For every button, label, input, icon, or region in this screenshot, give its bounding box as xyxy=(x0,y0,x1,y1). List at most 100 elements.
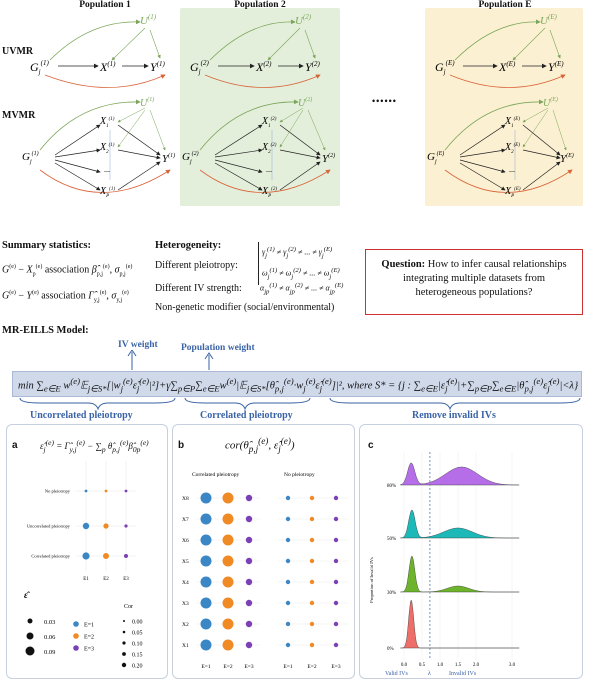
panel-b-dot-right xyxy=(333,579,339,585)
panel-a-color-dot xyxy=(73,633,79,639)
panel-a-size-dot xyxy=(27,618,33,624)
panel-b-dot-right xyxy=(309,579,315,585)
heterogeneity-ivstrength: Different IV strength: xyxy=(155,283,242,294)
weight-arrows xyxy=(127,350,214,370)
svg-text:...: ... xyxy=(104,165,110,174)
uvmr-dag-1: Gj(1) X(1) Y(1) U(1) xyxy=(30,13,166,88)
svg-text:X2(E): X2(E) xyxy=(504,142,520,155)
svg-text:Y(1): Y(1) xyxy=(162,152,175,165)
panel-c-tick: 1.0 xyxy=(437,663,444,668)
panel-b-dot-right xyxy=(309,600,315,606)
panel-b-dot-right xyxy=(309,642,315,648)
svg-text:X(1): X(1) xyxy=(99,60,116,74)
panel-b-row-label: X5 xyxy=(182,559,189,565)
panel-a-size-label: 0.03 xyxy=(44,619,55,626)
panel-b-dot-right xyxy=(285,642,291,648)
svg-text:U(1): U(1) xyxy=(140,96,154,109)
panel-c-lambda: λ xyxy=(428,671,431,677)
svg-text:Gj(1): Gj(1) xyxy=(22,150,39,165)
panel-a-color-dot xyxy=(73,621,79,627)
panel-c-ylabel: Proportion of Invalid IVs xyxy=(369,557,374,603)
model-title: MR-EILLS Model: xyxy=(2,325,89,336)
panel-a-dot xyxy=(124,489,128,493)
panel-c-letter: c xyxy=(368,440,374,451)
panel-c-plot: 80% 50% 30% 0% 0.0 0.5 1.0 1.5 2.0 3.0 Proportion … xyxy=(369,452,520,677)
panel-a-col-label: E1 xyxy=(83,577,89,582)
svg-text:X1(2): X1(2) xyxy=(261,116,277,129)
panel-a-dot xyxy=(124,524,128,528)
panel-b-dot-left xyxy=(245,578,253,586)
panel-b-dot-left xyxy=(222,597,234,609)
panel-a-col-label: E3 xyxy=(123,577,129,582)
panel-a-cor-label: 0.10 xyxy=(132,642,143,648)
population-ellipsis: •••••• xyxy=(372,96,397,106)
panel-b-dot-right xyxy=(333,558,339,564)
panel-a-row-label: No pleiotropy xyxy=(45,489,71,494)
svg-text:...: ... xyxy=(509,165,515,174)
panel-b-dot-left xyxy=(200,513,212,525)
panel-b-row-label: X1 xyxy=(182,643,189,649)
panel-b-dot-right xyxy=(333,642,339,648)
panel-b-dot-right xyxy=(333,600,339,606)
panel-b-row-label: X4 xyxy=(182,580,189,586)
heterogeneity-modifier: Non-genetic modifier (social/environment… xyxy=(155,302,335,313)
panel-a-row-label: Correlated pleiotropy xyxy=(31,554,70,559)
panel-b xyxy=(172,424,355,679)
svg-text:U(E): U(E) xyxy=(540,13,558,27)
model-equation: min ∑e∈E w(e)𝔼j∈S*[|wj(e)ε̂j(e)|²]+γ∑p∈P… xyxy=(18,376,579,394)
panel-c-ridge xyxy=(400,599,520,649)
panel-b-dot-left xyxy=(222,534,234,546)
panel-c-tick: 1.5 xyxy=(455,663,462,668)
summary-assoc-2: association xyxy=(41,290,86,302)
panel-b-dot-right xyxy=(333,621,339,627)
panel-a-size-dot xyxy=(25,646,35,656)
panel-a-cor-dot xyxy=(121,662,127,668)
panel-c-tick: 0.5 xyxy=(419,663,426,668)
panel-a-cor-label: 0.15 xyxy=(132,653,143,659)
panel-c-row-label: 50% xyxy=(387,537,396,542)
panel-a-row-label: Uncorrelated pleiotropy xyxy=(27,524,71,529)
panel-a-dot xyxy=(103,553,109,559)
svg-text:X2(1): X2(1) xyxy=(99,142,115,155)
section-correlated: Correlated pleiotropy xyxy=(200,410,293,421)
svg-text:X(E): X(E) xyxy=(498,60,516,74)
svg-text:Y(1): Y(1) xyxy=(150,60,166,74)
panel-b-letter: b xyxy=(178,440,185,451)
panel-b-dot-right xyxy=(309,516,315,522)
panel-a-color-dot xyxy=(73,645,79,651)
panel-c-valid: Valid IVs xyxy=(385,671,408,677)
heterogeneity-pleiotropy: Different pleiotropy: xyxy=(155,260,238,271)
panel-a-cor-label: 0.00 xyxy=(132,620,143,626)
panel-c-tick: 2.0 xyxy=(473,663,480,668)
panel-c-row-label: 0% xyxy=(387,647,394,652)
panel-b-col-label-right: E=1 xyxy=(283,664,292,670)
svg-text:Gj(E): Gj(E) xyxy=(427,150,444,165)
panel-a-plot: No pleiotropy Uncorrelated pleiotropy Corr… xyxy=(24,461,143,670)
summary-line-1: G(e) − Xp(e) association β̂p,j(e), σp,j(… xyxy=(2,264,133,278)
panel-a-color-label: E=2 xyxy=(84,635,94,641)
panel-a-col-label: E2 xyxy=(103,577,109,582)
panel-b-col-label-right: E=3 xyxy=(331,664,340,670)
svg-text:Y(E): Y(E) xyxy=(560,152,574,165)
panel-b-dot-right xyxy=(309,537,315,543)
panel-b-dot-right xyxy=(309,621,315,627)
panel-b-dot-left xyxy=(245,641,253,649)
section-remove: Remove invalid IVs xyxy=(412,410,496,421)
panel-c-ridge xyxy=(400,462,520,486)
panel-a-dot xyxy=(82,552,90,560)
panel-c-invalid: Invalid IVs xyxy=(449,671,477,677)
svg-text:X2(2): X2(2) xyxy=(261,142,277,155)
panel-a-dot xyxy=(82,522,90,530)
panel-b-right-title: No pleiotropy xyxy=(284,472,315,478)
panel-b-dot-right xyxy=(333,495,339,501)
panel-b-col-label-left: E=1 xyxy=(201,664,210,670)
panel-b-dot-left xyxy=(222,492,234,504)
mvmr-label: MVMR xyxy=(2,110,36,121)
panel-b-dot-left xyxy=(200,492,212,504)
panel-b-dot-left xyxy=(222,555,234,567)
panel-b-dot-right xyxy=(285,537,291,543)
panel-b-row-label: X2 xyxy=(182,622,189,628)
panel-a-cor-dot xyxy=(122,630,126,634)
panel-a-dot xyxy=(104,489,108,493)
mvmr-dag-1: Gj(1) X1(1) X2(1) ... XP(1) Y(1) U(1) xyxy=(22,96,175,199)
